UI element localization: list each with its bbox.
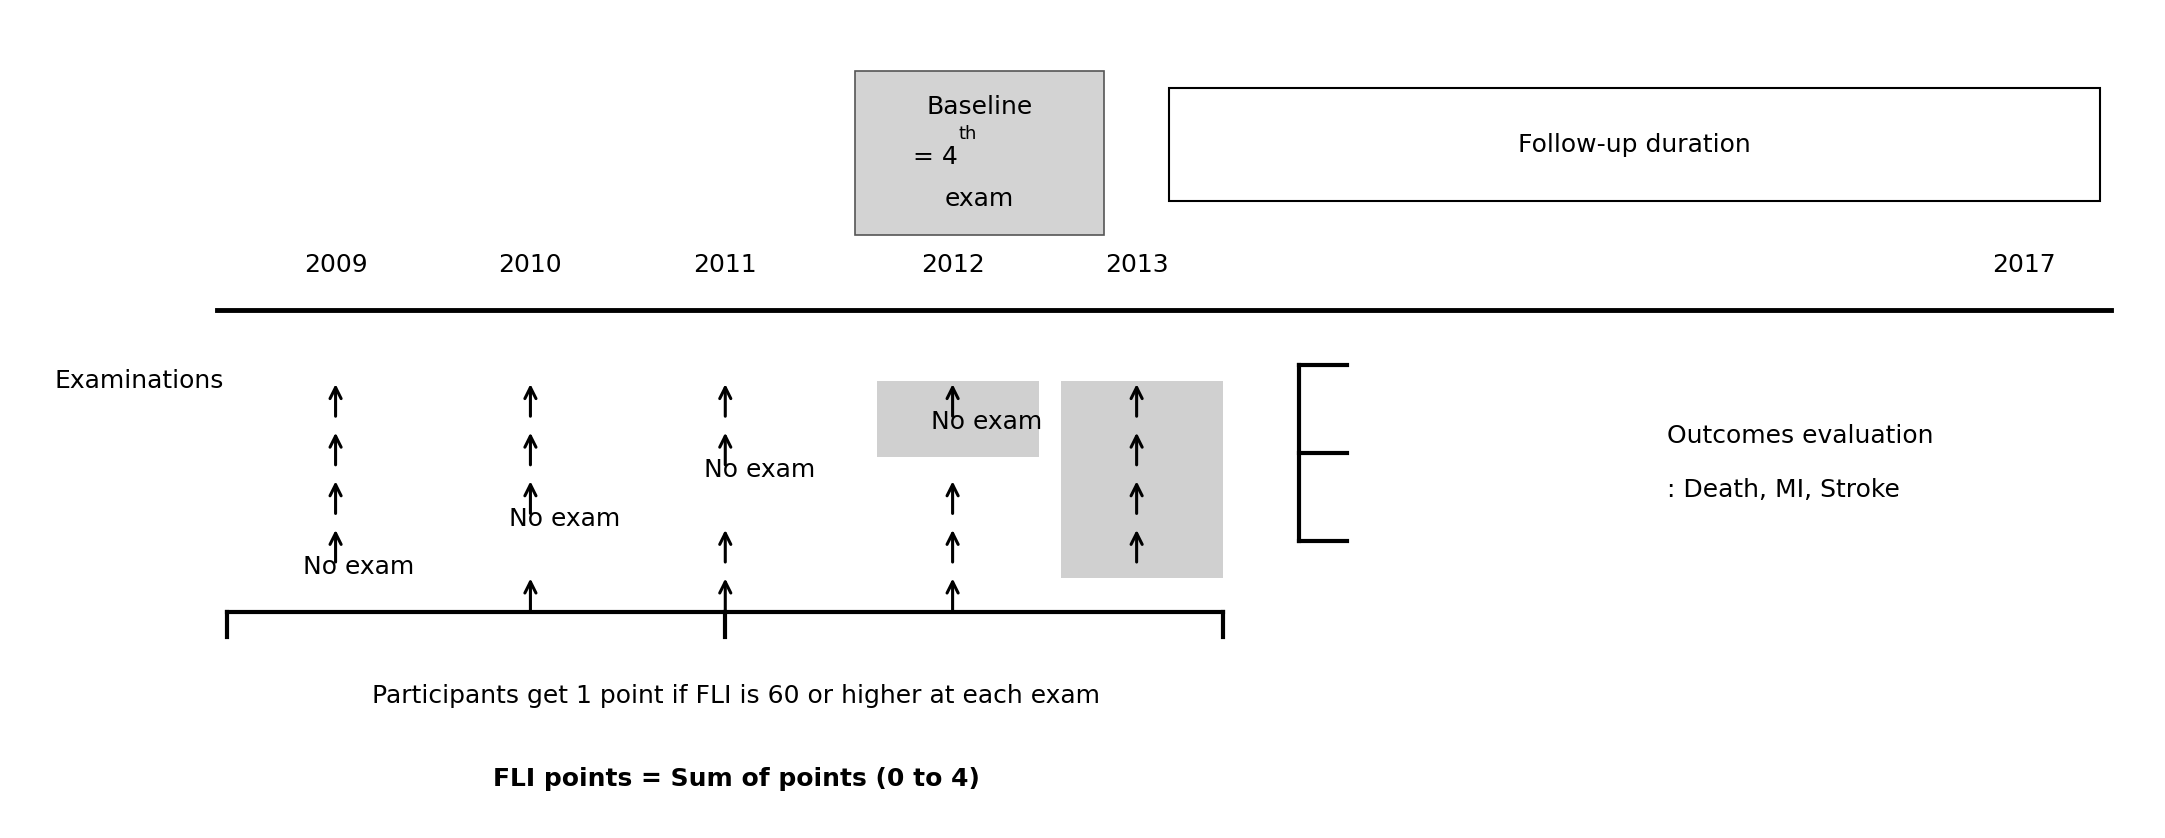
Text: 2009: 2009 (303, 252, 368, 277)
Text: Examinations: Examinations (54, 370, 223, 393)
Text: Outcomes evaluation: Outcomes evaluation (1667, 424, 1933, 447)
FancyBboxPatch shape (1169, 88, 2100, 201)
Text: th: th (957, 126, 976, 143)
FancyBboxPatch shape (855, 71, 1104, 235)
Text: = 4: = 4 (914, 145, 957, 169)
FancyBboxPatch shape (877, 381, 1039, 457)
Text: Participants get 1 point if FLI is 60 or higher at each exam: Participants get 1 point if FLI is 60 or… (372, 684, 1100, 707)
Text: No exam: No exam (509, 507, 619, 530)
Text: exam: exam (946, 187, 1013, 211)
Text: : Death, MI, Stroke: : Death, MI, Stroke (1667, 478, 1901, 502)
Text: Follow-up duration: Follow-up duration (1518, 132, 1751, 157)
Text: No exam: No exam (931, 410, 1041, 433)
Text: No exam: No exam (303, 556, 414, 579)
Text: 2010: 2010 (498, 252, 563, 277)
Text: 2012: 2012 (920, 252, 985, 277)
Text: Baseline: Baseline (927, 95, 1033, 119)
Text: FLI points = Sum of points (0 to 4): FLI points = Sum of points (0 to 4) (494, 768, 979, 791)
FancyBboxPatch shape (1061, 381, 1223, 578)
Text: 2013: 2013 (1104, 252, 1169, 277)
Text: No exam: No exam (704, 458, 814, 482)
Text: 2017: 2017 (1992, 252, 2057, 277)
Text: 2011: 2011 (693, 252, 758, 277)
